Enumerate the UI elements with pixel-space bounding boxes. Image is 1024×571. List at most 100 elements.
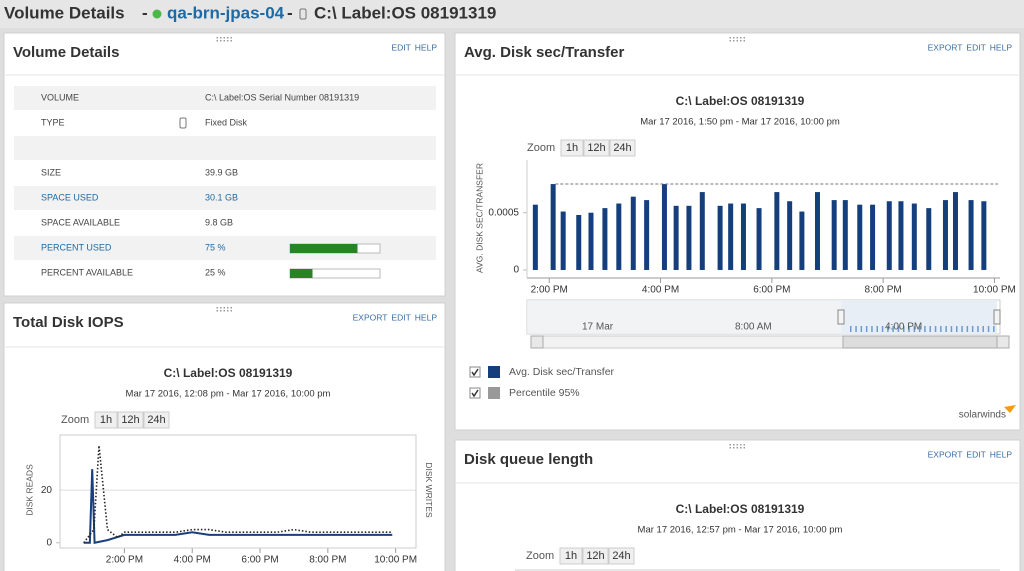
legend-check: [471, 389, 479, 398]
header-bar: [0, 0, 1024, 28]
navigator-tick: [881, 326, 884, 332]
legend-checkbox[interactable]: [469, 387, 481, 399]
y-tick-label: 0.0005: [488, 207, 519, 218]
zoom-button[interactable]: [94, 411, 118, 429]
drag-handle: [729, 40, 731, 42]
bar: [673, 205, 679, 270]
drag-handle: [227, 307, 229, 309]
navigator-tick: [850, 326, 852, 332]
zoom-button[interactable]: [582, 547, 609, 565]
x-tick-label: 4:00 PM: [174, 555, 211, 566]
navigator-tick: [993, 326, 995, 332]
y-tick-label: 20: [41, 485, 53, 496]
panel-action[interactable]: EXPORT: [353, 312, 388, 322]
bar: [717, 205, 723, 270]
x-tick-label: 10:00 PM: [374, 555, 417, 566]
separator: -: [287, 3, 293, 22]
x-tick-label: 10:00 PM: [973, 285, 1016, 296]
navigator-tick: [918, 326, 921, 332]
navigator-tick: [956, 326, 958, 332]
bar: [630, 196, 636, 270]
panel-action[interactable]: HELP: [415, 312, 438, 322]
bar: [756, 208, 762, 270]
navigator-tick: [924, 326, 926, 332]
drag-handle: [740, 447, 742, 449]
drag-handle: [733, 40, 735, 42]
row-value: 25 %: [205, 267, 226, 277]
panel-action[interactable]: EDIT: [966, 449, 985, 459]
bar: [550, 184, 556, 270]
chart-subtitle: Mar 17 2016, 12:57 pm - Mar 17 2016, 10:…: [638, 525, 843, 536]
row-label: PERCENT AVAILABLE: [41, 267, 133, 277]
node-link[interactable]: qa-brn-jpas-04: [167, 3, 285, 22]
scroll-left[interactable]: [530, 335, 544, 349]
bar: [968, 200, 974, 270]
zoom-button[interactable]: [117, 411, 144, 429]
drag-handle: [729, 447, 731, 449]
scroll-right[interactable]: [996, 335, 1010, 349]
y-tick-label: 0: [46, 537, 52, 548]
zoom-button[interactable]: [143, 411, 170, 429]
zoom-button[interactable]: [583, 139, 610, 157]
panel-action[interactable]: EXPORT: [928, 42, 963, 52]
drag-handle: [223, 307, 225, 309]
bar: [799, 211, 805, 270]
x-tick-label: 4:00 PM: [642, 285, 679, 296]
panel: [3, 302, 446, 571]
drag-handle: [740, 444, 742, 446]
panel-action[interactable]: EDIT: [966, 42, 985, 52]
zoom-button[interactable]: [560, 139, 584, 157]
zoom-button[interactable]: [609, 139, 636, 157]
bar: [870, 204, 876, 270]
navigator-tick: [876, 326, 878, 332]
row-bg: [14, 136, 436, 160]
drag-handle: [743, 40, 745, 42]
navigator-tick: [892, 326, 894, 332]
panel: [454, 439, 1021, 571]
bar: [602, 208, 608, 270]
navigator-label: 17 Mar: [582, 322, 614, 333]
panel: [454, 32, 1021, 431]
zoom-button-label: 24h: [147, 414, 165, 426]
panel-title: Total Disk IOPS: [13, 314, 124, 331]
navigator-tick: [860, 326, 863, 332]
navigator-outside: [527, 300, 841, 334]
scrollbar-thumb[interactable]: [842, 335, 998, 349]
row-value: C:\ Label:OS Serial Number 08191319: [205, 92, 359, 102]
row-value: 75 %: [205, 242, 226, 252]
drag-handle: [230, 310, 232, 312]
navigator-tick: [945, 326, 947, 332]
navigator-handle[interactable]: [993, 309, 1001, 325]
disk-icon: [179, 117, 187, 129]
drag-handle: [230, 40, 232, 42]
bar: [911, 203, 917, 270]
legend-label: Percentile 95%: [509, 387, 580, 399]
row-bg: [14, 86, 436, 110]
zoom-button-label: 12h: [586, 550, 604, 562]
bar: [787, 201, 793, 270]
row-label: SPACE USED: [41, 192, 99, 202]
panel-action[interactable]: HELP: [415, 42, 438, 52]
drag-handle: [230, 307, 232, 309]
status-dot: [152, 9, 162, 19]
panel-action[interactable]: HELP: [990, 449, 1013, 459]
zoom-button[interactable]: [608, 547, 635, 565]
panel-action[interactable]: HELP: [990, 42, 1013, 52]
zoom-button[interactable]: [559, 547, 583, 565]
navigator-handle[interactable]: [837, 309, 845, 325]
drag-handle: [227, 37, 229, 39]
panel-action[interactable]: EDIT: [391, 42, 410, 52]
drag-handle: [220, 310, 222, 312]
navigator-tick: [897, 326, 900, 332]
legend-swatch: [488, 387, 500, 399]
panel-action[interactable]: EDIT: [391, 312, 410, 322]
bar: [886, 201, 892, 270]
zoom-button-label: 12h: [587, 142, 605, 154]
bar: [774, 192, 780, 270]
percent-bar: [290, 269, 313, 278]
volume-name: C:\ Label:OS 08191319: [314, 3, 496, 22]
navigator-tick: [934, 326, 937, 332]
legend-checkbox[interactable]: [469, 366, 481, 378]
panel-action[interactable]: EXPORT: [928, 449, 963, 459]
